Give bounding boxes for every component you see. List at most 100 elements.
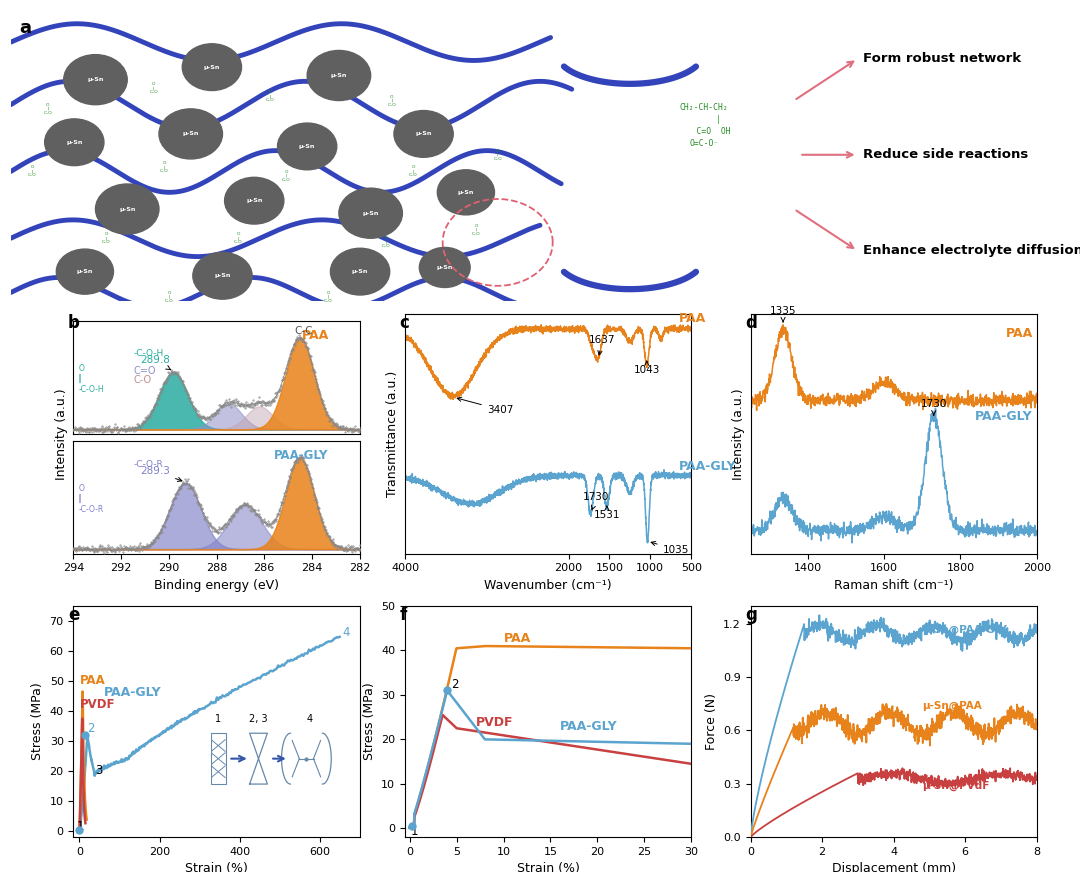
Text: 1730: 1730 (920, 399, 947, 415)
Text: μ-Sn: μ-Sn (352, 269, 368, 274)
Circle shape (437, 170, 495, 215)
Text: C-C: C-C (295, 326, 313, 336)
X-axis label: Binding energy (eV): Binding energy (eV) (154, 579, 279, 592)
Circle shape (225, 177, 284, 224)
Text: 1637: 1637 (589, 336, 616, 355)
Circle shape (307, 51, 370, 100)
X-axis label: Raman shift (cm⁻¹): Raman shift (cm⁻¹) (834, 579, 954, 592)
X-axis label: Strain (%): Strain (%) (185, 862, 248, 872)
Text: μ-Sn@PAA: μ-Sn@PAA (922, 701, 982, 712)
Text: μ-Sn: μ-Sn (436, 265, 453, 270)
Text: O
|
C–O: O | C–O (160, 161, 168, 174)
Circle shape (394, 111, 454, 157)
Text: 289.8: 289.8 (140, 355, 171, 370)
Circle shape (44, 119, 104, 166)
Text: 1043: 1043 (634, 361, 660, 375)
Text: PAA: PAA (1005, 327, 1032, 340)
Text: O
|
C–O: O | C–O (494, 149, 502, 160)
Text: μ-Sn: μ-Sn (77, 269, 93, 274)
Text: 4: 4 (342, 626, 350, 639)
Text: Form robust network: Form robust network (863, 52, 1021, 65)
Text: PAA-GLY: PAA-GLY (975, 410, 1032, 423)
Text: PAA-GLY: PAA-GLY (274, 449, 328, 462)
Text: μ-Sn: μ-Sn (204, 65, 220, 70)
X-axis label: Wavenumber (cm⁻¹): Wavenumber (cm⁻¹) (484, 579, 612, 592)
Y-axis label: Transmittance (a.u.): Transmittance (a.u.) (387, 371, 400, 497)
Y-axis label: Stress (MPa): Stress (MPa) (31, 683, 44, 760)
Text: 1: 1 (215, 714, 221, 725)
Text: c: c (400, 314, 409, 332)
Text: μ-Sn@PVdF: μ-Sn@PVdF (922, 781, 989, 792)
Text: O
|
C–O: O | C–O (324, 290, 333, 303)
Circle shape (278, 123, 337, 170)
Circle shape (419, 248, 470, 288)
Text: O
|
C–O: O | C–O (149, 82, 158, 94)
Text: C=O: C=O (133, 366, 156, 376)
Text: PVDF: PVDF (475, 716, 513, 729)
Text: μ-Sn: μ-Sn (214, 273, 231, 278)
Circle shape (339, 188, 403, 238)
Y-axis label: Stress (MPa): Stress (MPa) (363, 683, 376, 760)
Text: 4: 4 (307, 714, 313, 725)
Text: O
|
C–O: O | C–O (43, 103, 52, 115)
Text: 1: 1 (77, 820, 84, 833)
Text: μ-Sn: μ-Sn (330, 73, 347, 78)
Text: -C-O-H: -C-O-H (133, 349, 163, 358)
Text: O
|
C–O: O | C–O (234, 232, 243, 244)
Text: PVDF: PVDF (80, 698, 116, 711)
Text: PAA-GLY: PAA-GLY (104, 686, 161, 699)
Text: d: d (745, 314, 757, 332)
Circle shape (183, 44, 242, 91)
Text: μ-Sn: μ-Sn (363, 211, 379, 215)
Text: CH₂-CH-CH₂
      |
    C=O  OH
O=C-O⁻: CH₂-CH-CH₂ | C=O OH O=C-O⁻ (677, 104, 731, 147)
Y-axis label: Intensity (a.u.): Intensity (a.u.) (732, 388, 745, 480)
Text: PAA: PAA (80, 674, 106, 687)
Text: -C-O-R: -C-O-R (133, 460, 163, 468)
Text: g: g (745, 606, 757, 624)
X-axis label: Strain (%): Strain (%) (516, 862, 580, 872)
Text: 1035: 1035 (651, 542, 689, 555)
X-axis label: Displacement (mm): Displacement (mm) (832, 862, 956, 872)
Circle shape (56, 249, 113, 294)
Text: μ-Sn: μ-Sn (416, 132, 432, 136)
Text: Intensity (a.u.): Intensity (a.u.) (55, 388, 68, 480)
Text: b: b (68, 314, 80, 332)
Circle shape (159, 109, 222, 159)
Text: μ-Sn: μ-Sn (246, 198, 262, 203)
Text: μ-Sn: μ-Sn (119, 207, 135, 212)
Text: 1730: 1730 (583, 493, 609, 509)
Circle shape (193, 252, 252, 299)
Text: C-O: C-O (133, 376, 151, 385)
Text: μ-Sn: μ-Sn (299, 144, 315, 149)
Text: O
‖
-C-O-H: O ‖ -C-O-H (78, 364, 104, 394)
Text: O
|
C–O: O | C–O (28, 166, 37, 178)
Text: 3: 3 (95, 764, 103, 777)
Text: e: e (68, 606, 80, 624)
Circle shape (330, 249, 390, 295)
Ellipse shape (606, 42, 802, 268)
Text: O
|
C–O: O | C–O (102, 232, 110, 244)
Text: PAA: PAA (679, 312, 706, 325)
Circle shape (64, 55, 127, 105)
Text: 2, 3: 2, 3 (249, 714, 268, 725)
Text: μ-Sn: μ-Sn (183, 132, 199, 136)
Text: 3407: 3407 (457, 398, 513, 414)
Text: O
|
C–O: O | C–O (382, 236, 391, 249)
Text: 289.3: 289.3 (140, 466, 181, 481)
Text: Enhance electrolyte diffusion: Enhance electrolyte diffusion (863, 244, 1080, 257)
Text: PAA-GLY: PAA-GLY (559, 720, 618, 733)
Text: O
|
C–O: O | C–O (266, 91, 274, 102)
Text: O
|
C–O: O | C–O (282, 170, 291, 181)
Circle shape (95, 184, 159, 234)
Text: Reduce side reactions: Reduce side reactions (863, 148, 1028, 161)
Text: 2: 2 (86, 722, 94, 735)
Text: O
|
C–O: O | C–O (472, 224, 481, 236)
Text: O
|
C–O: O | C–O (388, 94, 396, 106)
Text: PAA-GLY: PAA-GLY (679, 460, 737, 473)
Y-axis label: Force (N): Force (N) (704, 693, 717, 750)
Text: O
‖
-C-O-R: O ‖ -C-O-R (78, 484, 104, 514)
Text: O
|
C–O: O | C–O (165, 290, 174, 303)
Text: 2: 2 (451, 678, 459, 691)
Text: f: f (400, 606, 407, 624)
Text: PAA: PAA (503, 631, 530, 644)
